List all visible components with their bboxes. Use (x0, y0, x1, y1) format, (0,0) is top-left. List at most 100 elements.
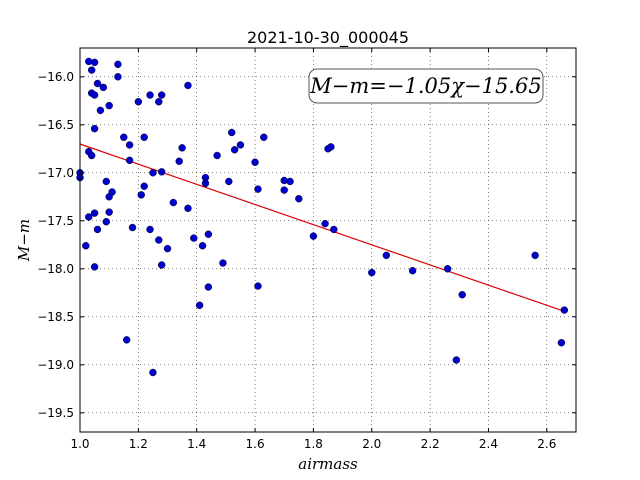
data-point (140, 182, 148, 190)
data-point (96, 106, 105, 115)
data-point (99, 83, 108, 92)
y-tick-label: −18.5 (37, 310, 74, 324)
data-point (157, 91, 166, 99)
data-point (157, 261, 166, 269)
y-tick-label: −17.0 (37, 166, 74, 180)
data-point (120, 133, 128, 141)
y-tick-label: −16.0 (37, 70, 74, 84)
data-point (149, 169, 157, 177)
fit-equation-box: M−m=−1.05χ−15.65 (308, 68, 544, 104)
data-point (219, 259, 227, 267)
y-tick-label: −19.0 (37, 358, 74, 372)
y-axis-ticks: −16.0 −16.5 −17.0 −17.5 −18.0 −18.5 −19.0 −19.5 (37, 70, 576, 420)
data-point (201, 173, 210, 182)
data-point (134, 98, 143, 106)
data-point (178, 144, 186, 152)
data-point (452, 356, 461, 364)
data-point (87, 66, 96, 74)
plot-frame (79, 47, 577, 433)
data-point (125, 141, 134, 149)
fit-equation-frame (308, 68, 544, 104)
data-point (260, 133, 268, 141)
data-point (295, 195, 303, 203)
data-point (137, 191, 145, 199)
data-point (330, 225, 338, 234)
data-point (93, 79, 102, 88)
x-axis-label: airmass (298, 455, 358, 473)
data-point (286, 177, 294, 186)
data-point (90, 58, 99, 67)
data-point (327, 143, 335, 151)
data-point (146, 91, 154, 99)
data-point (155, 98, 163, 106)
x-tick-label: 2.4 (479, 437, 498, 451)
x-tick-label: 2.6 (537, 437, 556, 451)
data-point (149, 368, 157, 377)
data-point (458, 291, 466, 299)
data-point (309, 232, 318, 240)
x-tick-label: 1.8 (304, 437, 323, 451)
data-point (125, 156, 134, 165)
data-point (225, 177, 233, 186)
x-tick-label: 2.2 (421, 437, 440, 451)
data-point (157, 168, 166, 176)
data-point (195, 301, 204, 309)
data-point (184, 204, 192, 213)
y-tick-label: −19.5 (37, 406, 74, 420)
data-point (408, 267, 417, 275)
x-axis-ticks: 1.0 1.2 1.4 1.6 1.8 2.0 2.2 2.4 2.6 (70, 48, 556, 451)
data-point (114, 60, 122, 69)
data-point (236, 141, 245, 149)
data-point (368, 268, 376, 277)
x-tick-label: 2.0 (362, 437, 381, 451)
data-point (531, 251, 539, 260)
data-point (204, 230, 213, 238)
data-point (163, 244, 172, 253)
data-point (321, 219, 329, 228)
x-tick-label: 1.2 (129, 437, 148, 451)
data-point (82, 242, 90, 250)
x-tick-label: 1.0 (70, 437, 89, 451)
data-point (85, 213, 93, 221)
data-point (108, 188, 116, 196)
data-point (114, 73, 122, 81)
y-axis-label: M−m (15, 219, 33, 262)
data-point (102, 177, 110, 186)
data-point (122, 336, 131, 344)
data-point (251, 158, 259, 166)
data-point (184, 81, 192, 90)
data-point (382, 251, 391, 260)
chart-title: 2021-10-30_000045 (247, 28, 409, 48)
data-point (128, 223, 137, 232)
data-point (198, 242, 207, 250)
data-point (557, 339, 566, 347)
data-point (228, 128, 236, 137)
data-point (175, 157, 183, 165)
data-point (155, 236, 163, 244)
data-point (90, 209, 99, 217)
data-point (280, 186, 288, 194)
data-point (90, 91, 99, 99)
data-point (560, 306, 569, 314)
x-tick-label: 1.6 (246, 437, 265, 451)
data-points (76, 57, 569, 377)
fit-equation: M−m=−1.05χ−15.65 (309, 74, 541, 98)
data-point (105, 208, 113, 216)
data-point (204, 283, 213, 291)
data-point (254, 282, 262, 290)
data-point (254, 185, 262, 193)
y-tick-label: −17.5 (37, 214, 74, 228)
data-point (146, 225, 154, 234)
x-tick-label: 1.4 (187, 437, 206, 451)
data-point (90, 124, 99, 133)
y-tick-label: −16.5 (37, 118, 74, 132)
data-point (102, 218, 110, 226)
data-point (169, 198, 178, 207)
data-point (90, 263, 99, 271)
data-point (443, 265, 452, 273)
data-point (140, 133, 148, 141)
data-point (230, 146, 239, 154)
data-point (190, 234, 198, 242)
data-point (87, 151, 96, 160)
